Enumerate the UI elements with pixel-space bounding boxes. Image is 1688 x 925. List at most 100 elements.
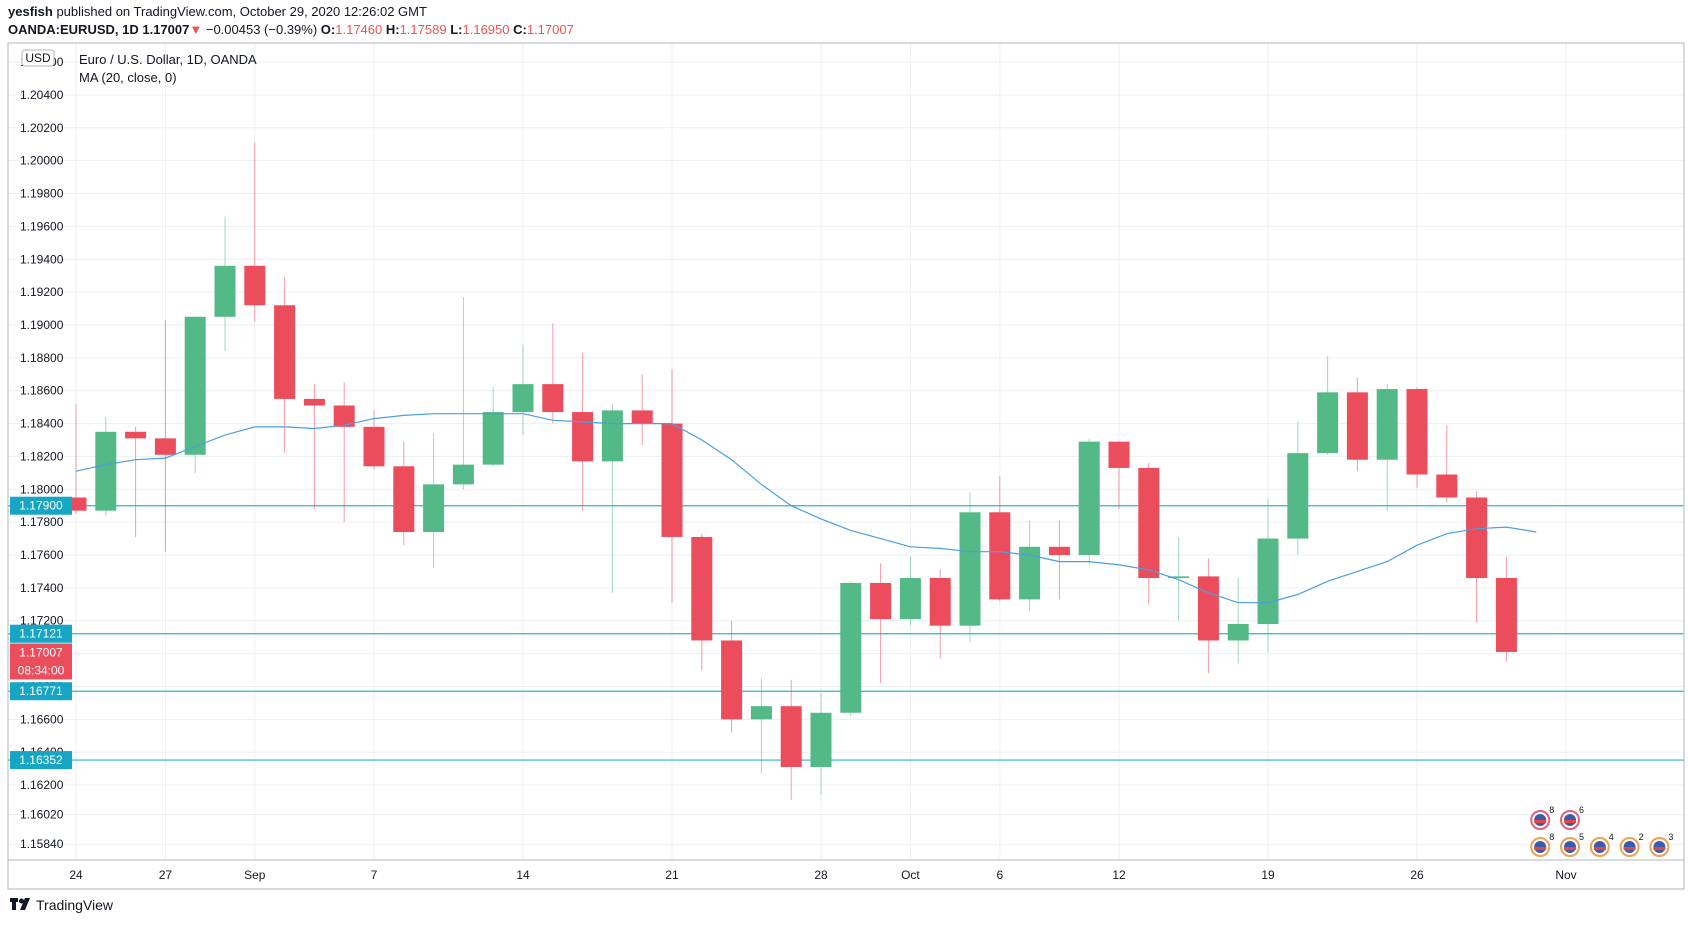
time-tick-label: 24 <box>69 868 83 882</box>
author-name[interactable]: yesfish <box>8 4 53 19</box>
candle-body <box>1138 467 1160 579</box>
economic-event-icon: 2 <box>1619 832 1644 857</box>
candle-body <box>691 536 713 641</box>
ma-legend: MA (20, close, 0) <box>79 70 177 85</box>
close-value: 1.17007 <box>526 22 574 37</box>
economic-event-icon: 4 <box>1589 832 1614 857</box>
candle-body <box>244 265 266 306</box>
candle-body <box>1078 441 1100 556</box>
candle-body <box>184 316 206 455</box>
flag-stripe <box>1623 847 1636 850</box>
high-value: 1.17589 <box>399 22 447 37</box>
candle <box>840 581 862 717</box>
candle-body <box>214 265 236 317</box>
economic-event-icon: 5 <box>1560 832 1584 857</box>
price-axis[interactable]: 1.206001.204001.202001.200001.198001.196… <box>20 55 64 851</box>
candle <box>303 384 325 510</box>
candle <box>1048 520 1070 600</box>
candle <box>1376 384 1398 511</box>
price-tick-label: 1.16020 <box>20 808 64 822</box>
candle-body <box>1317 392 1339 454</box>
currency-badge: USD <box>21 49 55 67</box>
candle-body <box>631 410 653 424</box>
candle <box>691 533 713 671</box>
published-text: published on TradingView.com, October 29… <box>56 4 427 19</box>
candle-body <box>1108 441 1130 468</box>
candle-body <box>154 438 176 455</box>
candle-body <box>393 466 415 533</box>
candle-body <box>601 410 623 462</box>
down-arrow-icon: ▼ <box>189 22 203 37</box>
candle <box>452 297 474 490</box>
price-tick-label: 1.19000 <box>20 318 64 332</box>
event-count: 5 <box>1579 832 1584 842</box>
candle-body <box>810 712 832 767</box>
candle-body <box>959 512 981 626</box>
price-tick-label: 1.15840 <box>20 837 64 851</box>
time-axis[interactable]: 24 27 Sep 7 14 21 28 Oct 6 12 19 26 Nov <box>69 868 1576 882</box>
price-tick-label: 1.18400 <box>20 417 64 431</box>
price-tag-box <box>10 682 72 701</box>
last-price-label: 1.17007 <box>19 645 63 659</box>
candle-body <box>1495 578 1517 652</box>
candle-body <box>482 412 504 465</box>
candle <box>1019 520 1041 611</box>
candle-body <box>780 706 802 767</box>
price-tick-label: 1.16200 <box>20 778 64 792</box>
candle-body <box>125 431 147 439</box>
candle <box>154 320 176 552</box>
price-tick-label: 1.18800 <box>20 351 64 365</box>
economic-event-icon: 3 <box>1649 832 1673 857</box>
candle <box>1108 441 1130 510</box>
flag-stripe <box>1564 820 1576 823</box>
price-tag-label: 1.17121 <box>19 627 63 641</box>
price-tick-label: 1.19200 <box>20 285 64 299</box>
price-tick-label: 1.19800 <box>20 187 64 201</box>
price-tick-label: 1.17200 <box>20 614 64 628</box>
candle-body <box>1287 453 1309 539</box>
candle <box>542 323 564 424</box>
high-label: H: <box>385 22 400 37</box>
candle-body <box>512 384 534 413</box>
event-count: 8 <box>1549 832 1554 842</box>
economic-event-icon: 8 <box>1530 805 1554 830</box>
price-change: −0.00453 (−0.39%) <box>205 22 318 37</box>
candle <box>512 344 534 436</box>
candle <box>929 569 951 659</box>
footer-brand: TradingView <box>10 897 113 913</box>
time-tick-label: 14 <box>516 868 530 882</box>
price-tick-label: 1.16600 <box>20 712 64 726</box>
candle-body <box>1346 392 1368 460</box>
candle <box>810 693 832 795</box>
close-label: C: <box>513 22 527 37</box>
flag-stripe <box>1534 820 1547 823</box>
candle-body <box>899 578 921 620</box>
candle-body <box>1019 546 1041 600</box>
event-count: 2 <box>1639 832 1644 842</box>
candle <box>989 476 1011 602</box>
candle <box>750 678 772 774</box>
candle-body <box>840 582 862 713</box>
tradingview-logo-icon <box>10 898 30 910</box>
candle-body <box>1227 624 1249 641</box>
open-label: O: <box>320 22 336 37</box>
price-tag-label: 1.17900 <box>19 499 63 513</box>
price-tag-box <box>10 624 72 643</box>
candle-body <box>274 305 296 399</box>
candle-body <box>1436 474 1458 498</box>
candle <box>959 492 981 643</box>
brand-name[interactable]: TradingView <box>36 897 114 913</box>
candle-body <box>1466 497 1488 579</box>
time-tick-label: 12 <box>1112 868 1126 882</box>
time-tick-label: 6 <box>996 868 1003 882</box>
candle <box>1346 377 1368 472</box>
candle <box>661 369 683 603</box>
candle <box>1466 490 1488 623</box>
candle <box>1287 421 1309 556</box>
candle <box>870 563 892 684</box>
flag-stripe <box>1593 847 1606 850</box>
symbol-name: OANDA:EURUSD, 1D <box>8 22 139 37</box>
candle-body <box>870 582 892 620</box>
candle <box>899 556 921 626</box>
